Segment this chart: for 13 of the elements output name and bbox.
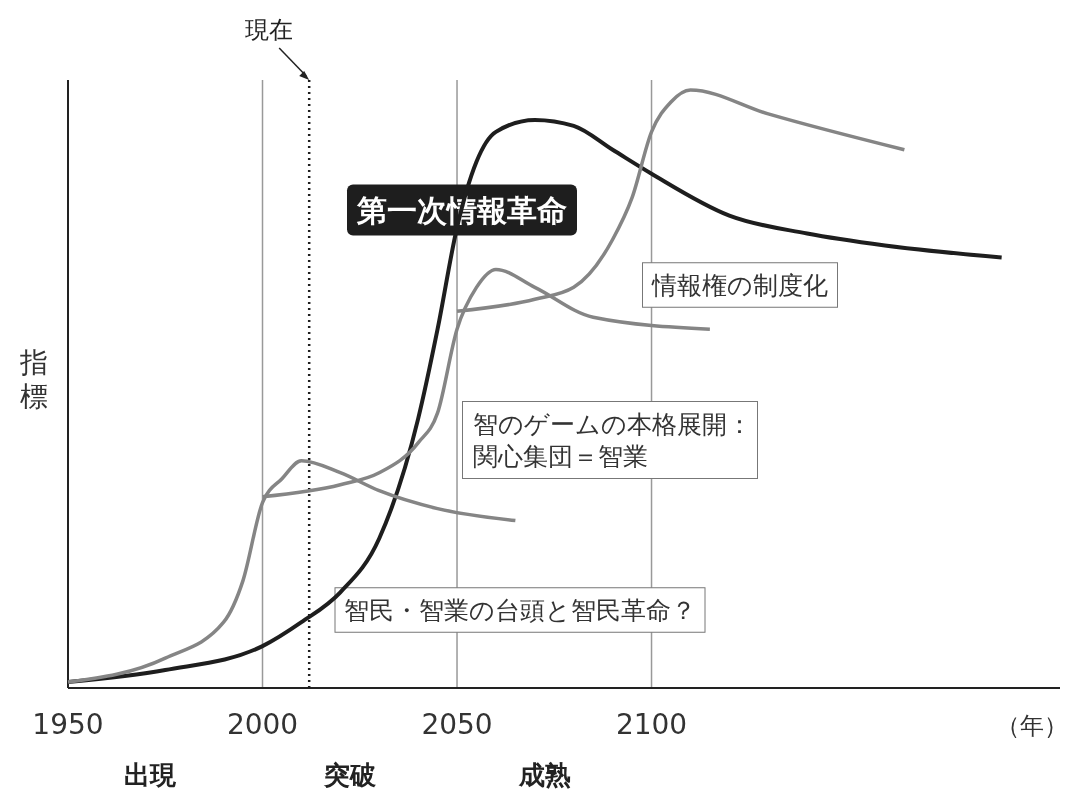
text: 出現 bbox=[124, 760, 177, 790]
x-axis-title: （年） bbox=[996, 712, 1068, 740]
text: 成熟 bbox=[518, 760, 571, 790]
annotation: 智のゲームの本格展開：関心集団＝智業 bbox=[472, 409, 752, 471]
annotation: 情報権の制度化 bbox=[651, 270, 828, 300]
annotation: 智民・智業の台頭と智民革命？ bbox=[344, 595, 696, 625]
text: 突破 bbox=[323, 760, 377, 790]
x-tick-label: 2100 bbox=[615, 708, 688, 741]
x-tick-label: 1950 bbox=[32, 708, 104, 741]
x-tick-label: 2050 bbox=[421, 708, 493, 741]
ref-line-label: 現在 bbox=[245, 16, 294, 44]
x-tick-label: 2000 bbox=[226, 708, 299, 741]
y-axis-title: 指標 bbox=[19, 346, 48, 413]
